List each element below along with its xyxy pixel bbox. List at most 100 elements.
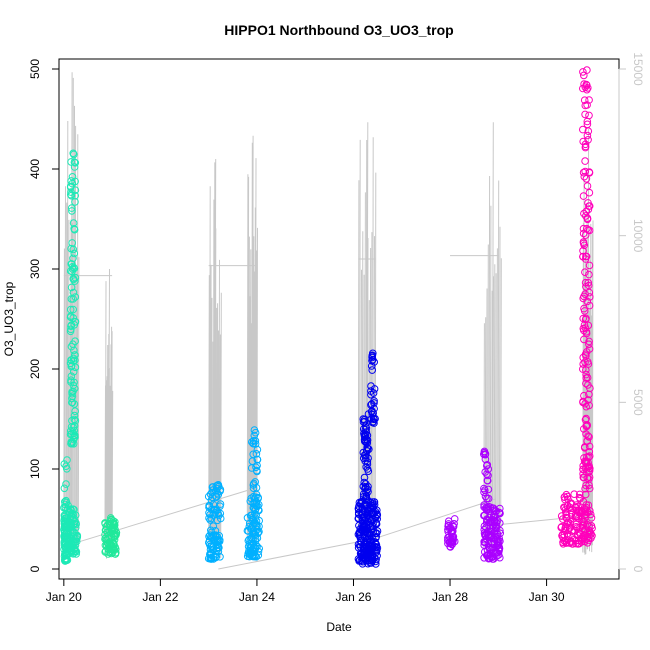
data-point xyxy=(255,522,263,531)
data-point xyxy=(214,547,223,556)
data-point xyxy=(244,542,253,551)
data-point xyxy=(71,416,80,425)
data-point xyxy=(60,460,69,468)
data-point xyxy=(71,159,80,167)
data-point xyxy=(585,202,594,210)
data-point xyxy=(480,450,488,459)
data-point xyxy=(579,192,588,200)
data-point xyxy=(581,464,590,472)
data-point xyxy=(585,340,593,349)
data-point xyxy=(110,520,118,529)
data-point xyxy=(69,275,78,284)
data-point xyxy=(495,544,504,553)
data-point xyxy=(252,463,260,472)
data-point xyxy=(70,528,78,536)
data-point xyxy=(575,490,584,499)
y-tick-label: 200 xyxy=(28,359,42,379)
data-point xyxy=(109,517,118,525)
data-point xyxy=(582,374,591,382)
data-point xyxy=(579,125,587,134)
data-point xyxy=(70,163,79,171)
data-point xyxy=(251,505,260,514)
data-point xyxy=(487,533,496,542)
data-point xyxy=(363,465,372,473)
data-point xyxy=(214,543,223,552)
data-point xyxy=(62,462,70,471)
data-point xyxy=(581,350,590,359)
y-axis: 0 100 200 300 400 500 xyxy=(28,59,60,572)
data-point xyxy=(67,204,76,212)
data-point xyxy=(107,516,116,524)
y2-axis: 0 5000 10000 15000 xyxy=(618,52,645,573)
data-point xyxy=(580,528,589,537)
data-point xyxy=(61,556,69,565)
data-point xyxy=(585,188,594,197)
data-point xyxy=(363,444,372,453)
data-point xyxy=(584,279,593,287)
data-point xyxy=(579,168,588,177)
data-point xyxy=(493,537,501,546)
data-point xyxy=(67,190,75,199)
data-point xyxy=(359,448,368,457)
data-point xyxy=(585,448,594,456)
data-point xyxy=(364,506,373,515)
data-point xyxy=(365,445,373,454)
data-point xyxy=(582,459,590,467)
data-point xyxy=(67,342,76,351)
data-point xyxy=(70,249,78,258)
data-point xyxy=(355,528,364,537)
data-point xyxy=(581,142,590,151)
data-point xyxy=(562,513,570,522)
data-point xyxy=(483,552,492,560)
data-point xyxy=(446,542,454,551)
data-point xyxy=(68,260,76,268)
data-point xyxy=(110,533,119,541)
data-point xyxy=(576,495,584,503)
data-point xyxy=(579,68,587,76)
data-point xyxy=(446,534,455,543)
data-point xyxy=(367,408,376,416)
data-point xyxy=(70,378,78,387)
data-point xyxy=(362,424,371,433)
y2-tick-label: 0 xyxy=(631,566,645,573)
data-point xyxy=(580,326,588,335)
y-tick-label: 400 xyxy=(28,159,42,179)
data-point xyxy=(367,548,375,557)
data-point xyxy=(580,391,588,400)
data-point xyxy=(66,546,75,555)
data-point xyxy=(249,503,258,512)
data-point xyxy=(62,480,70,488)
data-point xyxy=(562,538,571,547)
data-point xyxy=(585,261,594,270)
data-point xyxy=(579,247,587,255)
data-point xyxy=(67,372,76,381)
data-point xyxy=(244,527,253,535)
data-point xyxy=(101,526,110,535)
data-point xyxy=(206,510,214,519)
data-point xyxy=(582,252,591,261)
data-point xyxy=(496,526,504,535)
data-point xyxy=(216,553,224,561)
data-point xyxy=(67,429,76,438)
data-point xyxy=(368,522,376,530)
data-point xyxy=(581,324,590,332)
data-point xyxy=(572,512,581,520)
data-point xyxy=(69,254,77,263)
data-point xyxy=(572,501,581,509)
data-point xyxy=(70,520,79,528)
data-point xyxy=(481,538,490,547)
data-point xyxy=(104,550,112,558)
data-point xyxy=(581,537,589,546)
data-point xyxy=(580,96,589,104)
data-point xyxy=(582,175,591,183)
data-point xyxy=(581,140,590,149)
x-axis-label: Date xyxy=(326,620,352,634)
data-point xyxy=(205,540,214,549)
data-point xyxy=(584,501,593,510)
data-point xyxy=(581,167,590,176)
data-point xyxy=(366,559,374,567)
data-point xyxy=(206,545,215,554)
data-point xyxy=(213,516,222,525)
data-point xyxy=(249,529,257,537)
